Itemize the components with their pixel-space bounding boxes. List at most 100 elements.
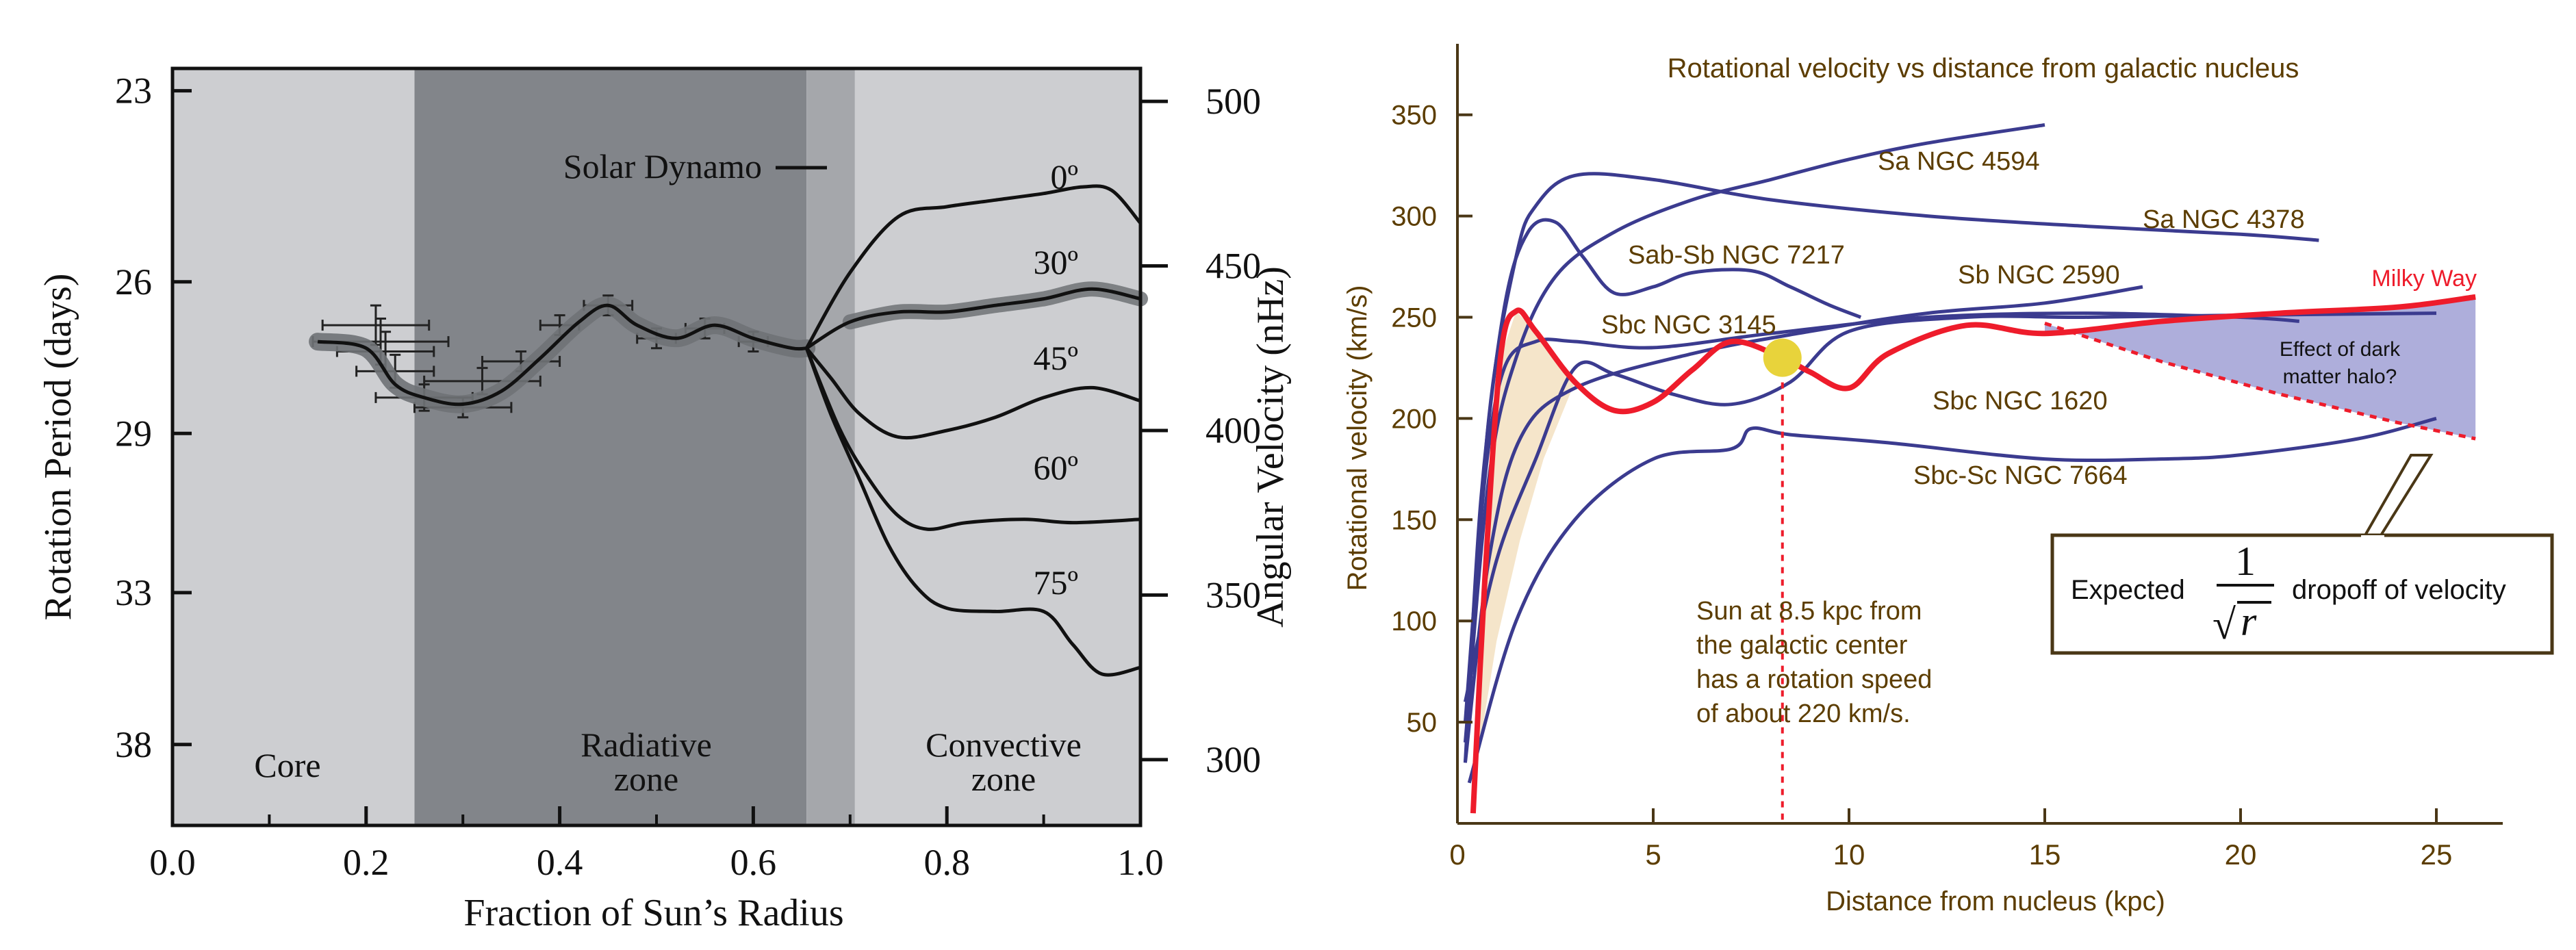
zone-region-boundary [806, 68, 855, 825]
dropoff-text: dropoff of velocity [2292, 575, 2506, 605]
x-axis-label: Fraction of Sun’s Radius [463, 892, 843, 934]
callout-pointer [2362, 454, 2434, 537]
series-label-45: 45º [1033, 339, 1078, 377]
chart-title: Rotational velocity vs distance from gal… [1668, 53, 2299, 84]
y-left-tick-label: 23 [115, 70, 152, 112]
series-line-75 [804, 347, 1141, 677]
label-sa-ngc-4594: Sa NGC 4594 [1878, 147, 2040, 176]
solar-dynamo-label: Solar Dynamo [563, 147, 762, 185]
label-sbc-ngc-1620: Sbc NGC 1620 [1933, 387, 2108, 415]
radiative-zone-label-2: zone [614, 760, 678, 798]
series-line-45 [805, 347, 1141, 440]
axis-ticks: 0.0 0.2 0.4 0.6 0.8 1.0 23 26 29 33 38 500 450 400 350… [115, 70, 1261, 883]
y-tick-label: 50 [1407, 708, 1438, 738]
y-tick-label: 250 [1391, 303, 1437, 333]
sun-note-line-2: the galactic center [1696, 631, 1908, 660]
series-line-30 [805, 287, 1141, 350]
curve-sb-ngc-2590 [1463, 285, 2143, 763]
curve-sbc-sc-ngc-7664 [1467, 416, 2437, 784]
milky-way-label: Milky Way [2371, 266, 2477, 292]
y-left-tick-label: 26 [115, 261, 152, 303]
sun-note-line-3: has a rotation speed [1696, 665, 1932, 694]
dark-matter-label-1: Effect of dark [2280, 338, 2401, 361]
shaded-inner-region [1472, 311, 1575, 814]
x-tick-label: 15 [2029, 838, 2061, 871]
milky-way-shading [1472, 311, 1575, 814]
x-tick-label: 0.0 [149, 842, 196, 883]
y-right-tick-label: 500 [1206, 81, 1261, 122]
y-tick-label: 350 [1391, 101, 1437, 131]
x-tick-label: 0.4 [537, 842, 583, 883]
expected-dropoff-callout [2050, 533, 2554, 655]
series-label-75: 75º [1033, 563, 1078, 602]
sun-note-line-4: of about 220 km/s. [1696, 699, 1911, 728]
y-tick-label: 100 [1391, 606, 1437, 637]
x-tick-label: 0.2 [343, 842, 390, 883]
series-labels: 0º 30º 45º 60º 75º [1033, 157, 1078, 602]
x-tick-label: 10 [1833, 838, 1865, 871]
x-tick-label: 5 [1645, 838, 1661, 871]
x-tick-label: 25 [2421, 838, 2453, 871]
label-sa-ngc-4378: Sa NGC 4378 [2143, 205, 2305, 234]
curve-sbc-ngc-3145 [1463, 311, 2299, 723]
series-label-0: 0º [1050, 157, 1078, 196]
y-right-tick-label: 400 [1206, 410, 1261, 451]
curve-sab-sb-ngc-7217 [1463, 218, 1862, 763]
y-tick-label: 150 [1391, 505, 1437, 535]
sun-note-line-1: Sun at 8.5 kpc from [1696, 597, 1922, 626]
y-left-tick-label: 33 [115, 572, 152, 613]
label-sb-ngc-2590: Sb NGC 2590 [1958, 261, 2120, 290]
label-sab-sb-ngc-7217: Sab-Sb NGC 7217 [1628, 241, 1845, 270]
galaxy-rotation-curves [1463, 123, 2476, 814]
radiative-zone-label-1: Radiative [581, 726, 712, 764]
inner-curve-line [317, 303, 807, 407]
zone-region-core [173, 68, 415, 825]
x-tick-label: 0.6 [730, 842, 777, 883]
x-tick-label: 20 [2225, 838, 2257, 871]
y-axis-label: Rotational velocity (km/s) [1342, 285, 1373, 591]
y-axis-label-right: Angular Velocity (nHz) [1249, 266, 1292, 628]
x-axis-label: Distance from nucleus (kpc) [1826, 886, 2165, 916]
curve-milky-way [1470, 294, 2476, 814]
inner-rotation-curve [309, 296, 816, 413]
dark-matter-halo-area [2045, 296, 2476, 439]
fraction-numerator: 1 [2235, 539, 2256, 584]
series-line-60 [804, 347, 1141, 531]
callout-joint [2361, 535, 2384, 541]
fraction-root-sign: √ [2212, 602, 2236, 648]
sun-position-point [1763, 338, 1802, 377]
core-label: Core [254, 746, 320, 784]
y-right-tick-label: 350 [1206, 574, 1261, 615]
x-tick-label: 0.8 [923, 842, 970, 883]
expected-text: Expected [2071, 575, 2185, 605]
series-label-30: 30º [1033, 243, 1078, 281]
y-tick-label: 200 [1391, 404, 1437, 434]
y-right-tick-label: 300 [1206, 739, 1261, 780]
label-sbc-sc-ngc-7664: Sbc-Sc NGC 7664 [1913, 461, 2128, 490]
zone-region-radiative-zone [414, 68, 807, 825]
x-tick-label: 0 [1449, 838, 1465, 871]
expected-dropoff-curve [2044, 322, 2476, 441]
y-left-tick-label: 29 [115, 413, 152, 454]
y-tick-label: 300 [1391, 202, 1437, 232]
fraction-variable: r [2241, 599, 2257, 644]
y-right-tick-label: 450 [1206, 246, 1261, 287]
galaxy-rotation-chart: 0 5 10 15 20 25 50 100 150 200 250 300 350 Sa NGC 45… [1342, 44, 2554, 916]
solar-rotation-chart: 0.0 0.2 0.4 0.6 0.8 1.0 23 26 29 33 38 500 450 400 350… [37, 66, 1292, 934]
convective-zone-label-1: Convective [926, 726, 1082, 764]
series-line-0 [805, 184, 1142, 349]
series-label-60: 60º [1033, 448, 1078, 487]
y-left-tick-label: 38 [115, 724, 152, 765]
zone-region-convective-zone [854, 68, 1140, 825]
convective-zone-label-2: zone [971, 760, 1036, 798]
curve-sbc-ngc-1620 [1463, 311, 2437, 703]
series-labels: Sa NGC 4594 Sa NGC 4378 Sab-Sb NGC 7217 Sb … [1601, 147, 2305, 490]
latitude-curves [804, 184, 1148, 677]
dark-matter-label-2: matter halo? [2283, 365, 2397, 388]
axis-ticks: 0 5 10 15 20 25 50 100 150 200 250 300 350 [1391, 101, 2452, 871]
zone-backgrounds [173, 68, 1140, 825]
label-sbc-ngc-3145: Sbc NGC 3145 [1601, 311, 1776, 339]
x-tick-label: 1.0 [1117, 842, 1164, 883]
y-axis-label-left: Rotation Period (days) [37, 273, 79, 620]
